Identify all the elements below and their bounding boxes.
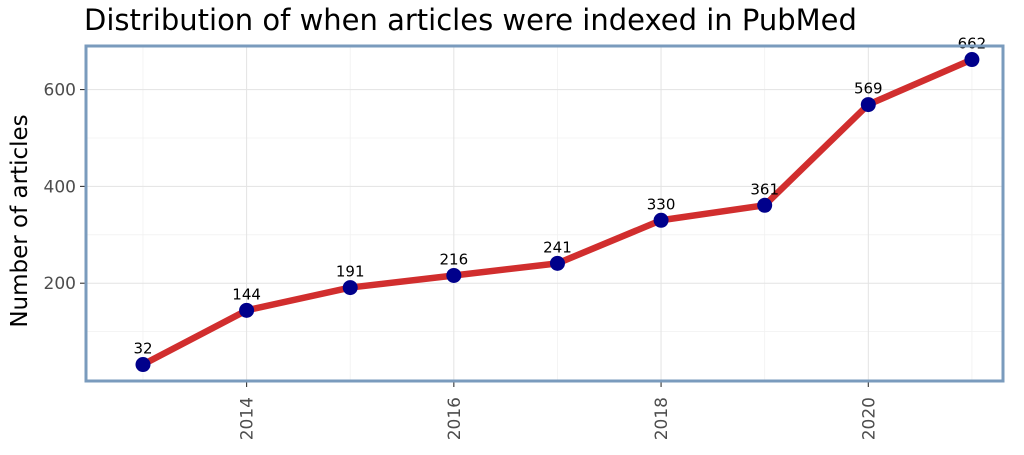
data-point (135, 357, 151, 373)
data-label: 662 (958, 35, 987, 53)
data-point (342, 280, 358, 296)
data-label: 32 (133, 340, 152, 358)
data-point (653, 212, 669, 228)
axes: 2014 2016 2018 2020 200 400 600 (44, 81, 880, 441)
x-tick-label: 2016 (445, 397, 465, 440)
x-tick-label: 2014 (238, 397, 258, 440)
data-label: 330 (647, 195, 676, 213)
data-label: 144 (232, 285, 261, 303)
data-labels: 32 144 191 216 241 330 361 569 662 (133, 35, 986, 358)
data-label: 241 (543, 238, 572, 256)
data-label: 216 (440, 250, 469, 268)
data-point (860, 97, 876, 113)
chart-title: Distribution of when articles were index… (84, 3, 857, 37)
y-tick-label: 400 (44, 177, 76, 197)
data-point (239, 302, 255, 318)
data-label: 569 (854, 80, 883, 98)
y-axis-title: Number of articles (7, 114, 33, 327)
data-point (757, 197, 773, 213)
data-label: 361 (750, 180, 779, 198)
data-point (964, 52, 980, 68)
y-tick-label: 600 (44, 81, 76, 101)
data-point (549, 255, 565, 271)
data-point (446, 267, 462, 283)
data-label: 191 (336, 263, 365, 281)
plot-panel-border (84, 44, 1005, 383)
series (135, 52, 980, 373)
x-tick-label: 2020 (859, 397, 879, 440)
y-tick-label: 200 (44, 274, 76, 294)
x-tick-label: 2018 (652, 397, 672, 440)
